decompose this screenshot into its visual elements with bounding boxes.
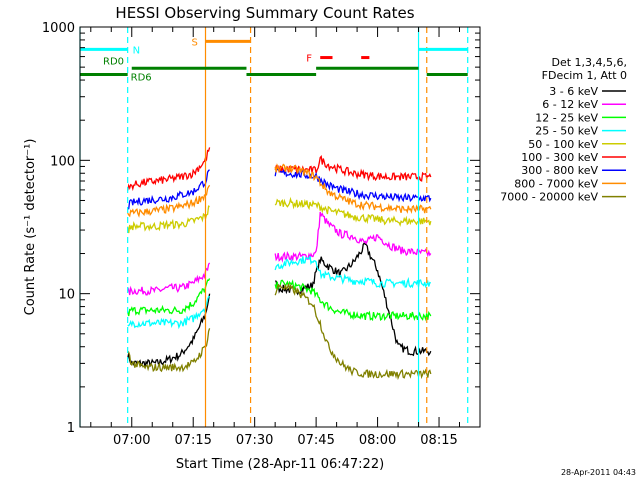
y-tick-label: 1000 [42,21,75,36]
x-tick-label: 07:15 [174,433,211,448]
series-line-300-800-kev [274,168,432,203]
series-line-50-100-kev [127,205,210,234]
series-line-300-800-kev [127,169,211,210]
series-line-100-300-kev [127,147,211,192]
y-tick-label: 1 [67,421,75,436]
plot-frame [79,26,481,428]
series-line-50-100-kev [274,196,432,227]
flag-label-f: F [306,54,312,65]
series-line-3-6-kev [274,241,432,357]
flag-label-n: N [133,45,140,56]
series-line-3-6-kev [127,293,211,368]
x-tick-label: 07:00 [113,433,150,448]
flag-label-s: S [192,37,198,48]
series-line-6-12-kev [274,211,432,263]
timestamp: 28-Apr-2011 04:43 [561,468,636,477]
flag-label-rd6: RD6 [131,73,152,84]
series-line-12-25-kev [274,279,432,322]
legend-label-25-50-kev: 25 - 50 keV [535,125,598,138]
flag-layer: N S F RD0 RD6 [80,37,468,84]
series-line-12-25-kev [127,278,211,317]
series-line-25-50-kev [274,255,432,289]
x-tick-label: 07:30 [236,433,273,448]
legend-label-800-7000-kev: 800 - 7000 keV [514,177,598,190]
legend-label-7000-20000-kev: 7000 - 20000 keV [500,191,598,204]
y-axis: 1 10 100 1000 [42,21,480,436]
flag-label-rd0: RD0 [103,56,124,67]
series-line-800-7000-kev [274,163,432,215]
series-line-800-7000-kev [127,184,211,218]
x-axis: 07:00 07:15 07:30 07:45 08:00 08:15 [90,27,481,448]
series-line-6-12-kev [127,262,211,296]
series-line-25-50-kev [127,295,210,330]
y-axis-label: Count Rate (s⁻¹ detector⁻¹) [23,139,38,316]
series-layer [127,147,432,381]
legend-label-50-100-kev: 50 - 100 keV [528,138,598,151]
legend-header: Det 1,3,4,5,6, [551,56,627,69]
x-tick-label: 08:00 [359,433,396,448]
legend-header: FDecim 1, Att 0 [542,69,627,82]
chart-title: HESSI Observing Summary Count Rates [115,4,414,22]
x-axis-label: Start Time (28-Apr-11 06:47:22) [176,457,384,472]
series-line-7000-20000-kev [274,282,432,381]
y-tick-label: 100 [50,154,75,169]
series-line-7000-20000-kev [127,328,211,373]
legend-label-300-800-kev: 300 - 800 keV [521,164,598,177]
legend-label-6-12-kev: 6 - 12 keV [542,98,598,111]
legend-label-12-25-kev: 12 - 25 keV [535,111,598,124]
y-tick-label: 10 [58,288,75,303]
x-tick-label: 08:15 [420,433,457,448]
legend-label-3-6-kev: 3 - 6 keV [549,85,598,98]
x-tick-label: 07:45 [297,433,334,448]
legend: Det 1,3,4,5,6,FDecim 1, Att 0 3 - 6 keV6 … [500,56,627,204]
legend-label-100-300-kev: 100 - 300 keV [521,151,598,164]
